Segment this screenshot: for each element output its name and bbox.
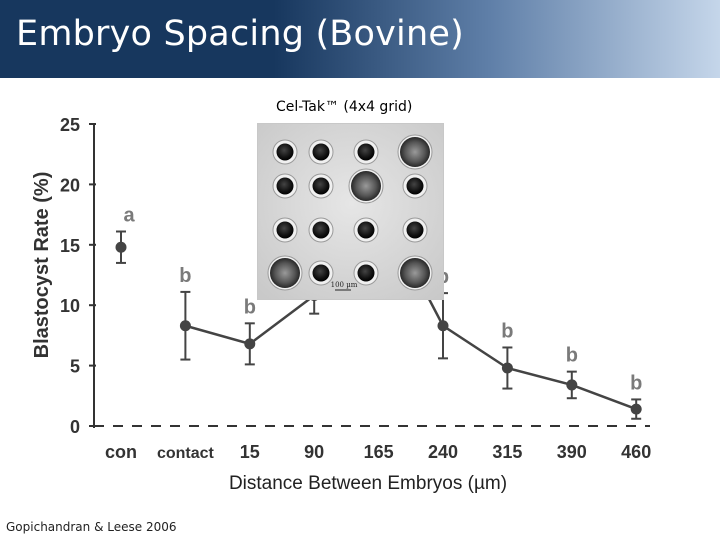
significance-letter: b xyxy=(501,320,513,342)
scale-bar-label: 100 µm xyxy=(331,281,358,289)
y-tick-label: 10 xyxy=(60,296,80,316)
embryo xyxy=(400,137,430,167)
data-point xyxy=(501,362,513,374)
y-tick-label: 25 xyxy=(60,115,80,135)
x-axis-label: Distance Between Embryos (µm) xyxy=(229,473,507,494)
data-point xyxy=(115,241,127,253)
data-point xyxy=(244,338,256,350)
x-tick-label: 460 xyxy=(621,442,651,462)
significance-letter: a xyxy=(123,205,135,227)
y-tick-label: 0 xyxy=(70,417,80,437)
y-tick-label: 15 xyxy=(60,236,80,256)
embryo xyxy=(312,143,330,161)
x-tick-label: 315 xyxy=(492,442,522,462)
significance-letter: b xyxy=(244,296,256,318)
significance-letter: b xyxy=(566,345,578,367)
x-axis: con contact 15 90 165 240 315 390 460 xyxy=(94,425,651,462)
x-tick-label: 90 xyxy=(304,442,324,462)
embryo-grid-image: 100 µm xyxy=(257,123,444,300)
x-tick-label: 165 xyxy=(364,442,394,462)
data-point xyxy=(437,320,449,332)
data-point xyxy=(179,320,191,332)
significance-letter: b xyxy=(630,372,642,394)
embryo xyxy=(357,143,375,161)
inset-label: Cel-Tak™ (4x4 grid) xyxy=(276,99,413,115)
data-point xyxy=(566,379,578,391)
embryo xyxy=(406,221,424,239)
embryo xyxy=(357,264,375,282)
embryo xyxy=(270,258,300,288)
citation: Gopichandran & Leese 2006 xyxy=(6,520,177,534)
x-tick-label: 15 xyxy=(240,442,260,462)
embryo xyxy=(351,171,381,201)
y-tick-label: 20 xyxy=(60,175,80,195)
embryo xyxy=(400,258,430,288)
embryo xyxy=(312,264,330,282)
y-axis: 0 5 10 15 20 25 xyxy=(60,115,96,437)
embryo xyxy=(276,143,294,161)
embryo xyxy=(276,177,294,195)
embryo-grid-photo: 100 µm xyxy=(258,124,443,299)
embryo xyxy=(312,177,330,195)
y-tick-label: 5 xyxy=(70,357,80,377)
x-tick-label: 240 xyxy=(428,442,458,462)
embryo xyxy=(357,221,375,239)
x-tick-label: contact xyxy=(157,445,215,462)
series xyxy=(115,177,642,420)
x-tick-label: con xyxy=(105,442,137,462)
x-tick-label: 390 xyxy=(557,442,587,462)
y-axis-label: Blastocyst Rate (%) xyxy=(31,172,53,359)
title-bar: Embryo Spacing (Bovine) xyxy=(0,0,720,78)
embryo xyxy=(406,177,424,195)
significance-letter: b xyxy=(179,265,191,287)
slide-title: Embryo Spacing (Bovine) xyxy=(16,14,464,54)
data-point xyxy=(630,403,642,415)
embryo xyxy=(312,221,330,239)
embryo xyxy=(276,221,294,239)
